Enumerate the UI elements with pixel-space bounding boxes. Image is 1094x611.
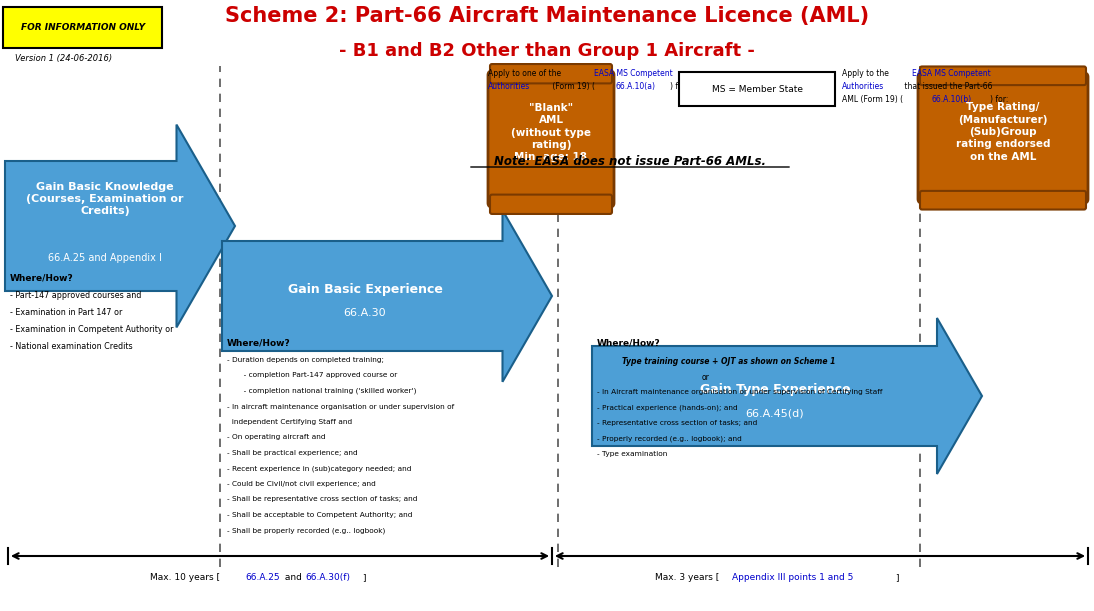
Polygon shape [5, 125, 235, 327]
FancyBboxPatch shape [920, 191, 1086, 210]
Text: 66.A.45(d): 66.A.45(d) [746, 408, 804, 418]
Text: AML (Form 19) (: AML (Form 19) ( [842, 95, 904, 104]
FancyBboxPatch shape [918, 73, 1089, 203]
FancyBboxPatch shape [490, 64, 612, 83]
Text: - Representative cross section of tasks; and: - Representative cross section of tasks;… [597, 420, 757, 426]
Text: that issued the Part-66: that issued the Part-66 [901, 82, 992, 91]
Text: FOR INFORMATION ONLY: FOR INFORMATION ONLY [21, 23, 146, 32]
Polygon shape [222, 210, 552, 382]
Text: Apply to the: Apply to the [842, 69, 892, 78]
Text: or: or [702, 373, 710, 382]
Text: Where/How?: Where/How? [10, 273, 73, 282]
FancyBboxPatch shape [920, 67, 1086, 85]
Text: 66.A.30(f): 66.A.30(f) [305, 573, 350, 582]
Text: Type Rating/
(Manufacturer)
(Sub)Group
rating endorsed
on the AML: Type Rating/ (Manufacturer) (Sub)Group r… [956, 102, 1050, 162]
Text: Gain Basic Experience: Gain Basic Experience [288, 282, 442, 296]
Text: Where/How?: Where/How? [226, 339, 291, 348]
Text: - Type examination: - Type examination [597, 451, 667, 457]
Text: Authorities: Authorities [488, 82, 531, 91]
Text: 66.A.25 and Appendix I: 66.A.25 and Appendix I [48, 253, 162, 263]
Text: Scheme 2: Part-66 Aircraft Maintenance Licence (AML): Scheme 2: Part-66 Aircraft Maintenance L… [225, 6, 869, 26]
FancyBboxPatch shape [679, 72, 835, 106]
Text: 66.A.25: 66.A.25 [245, 573, 280, 582]
Text: - Practical experience (hands-on); and: - Practical experience (hands-on); and [597, 404, 737, 411]
Text: ) for:: ) for: [670, 82, 688, 91]
Text: Appendix III points 1 and 5: Appendix III points 1 and 5 [732, 573, 853, 582]
Text: Apply to one of the: Apply to one of the [488, 69, 563, 78]
Text: and: and [282, 573, 305, 582]
Text: - In Aircraft maintenance organisation or under supervision of Certifying Staff: - In Aircraft maintenance organisation o… [597, 389, 883, 395]
Text: - Could be Civil/not civil experience; and: - Could be Civil/not civil experience; a… [226, 481, 375, 487]
Text: - B1 and B2 Other than Group 1 Aircraft -: - B1 and B2 Other than Group 1 Aircraft … [339, 42, 755, 60]
Text: - Shall be representative cross section of tasks; and: - Shall be representative cross section … [226, 497, 418, 502]
Text: "Blank"
AML
(without type
rating)
Min. age: 18: "Blank" AML (without type rating) Min. a… [511, 103, 591, 163]
Text: - National examination Credits: - National examination Credits [10, 342, 132, 351]
Text: - completion national training ('skilled worker'): - completion national training ('skilled… [226, 388, 417, 395]
Text: - Duration depends on completed training;: - Duration depends on completed training… [226, 357, 384, 363]
Text: Max. 3 years [: Max. 3 years [ [655, 573, 719, 582]
Text: - Shall be practical experience; and: - Shall be practical experience; and [226, 450, 358, 456]
Text: - Properly recorded (e.g.. logbook); and: - Properly recorded (e.g.. logbook); and [597, 436, 742, 442]
Text: - Shall be acceptable to Competent Authority; and: - Shall be acceptable to Competent Autho… [226, 512, 412, 518]
Text: Max. 10 years [: Max. 10 years [ [150, 573, 220, 582]
Text: EASA MS Competent: EASA MS Competent [912, 69, 991, 78]
Text: - Recent experience in (sub)category needed; and: - Recent experience in (sub)category nee… [226, 466, 411, 472]
Text: EASA MS Competent: EASA MS Competent [594, 69, 673, 78]
Text: (Form 19) (: (Form 19) ( [550, 82, 595, 91]
Text: - Examination in Part 147 or: - Examination in Part 147 or [10, 308, 123, 317]
FancyBboxPatch shape [490, 194, 612, 214]
Text: - Part-147 approved courses and: - Part-147 approved courses and [10, 291, 141, 300]
Text: independent Certifying Staff and: independent Certifying Staff and [226, 419, 352, 425]
Text: - In aircraft maintenance organisation or under supervision of: - In aircraft maintenance organisation o… [226, 403, 454, 409]
FancyBboxPatch shape [488, 71, 614, 207]
Text: - Shall be properly recorded (e.g.. logbook): - Shall be properly recorded (e.g.. logb… [226, 527, 385, 534]
Text: ]: ] [362, 573, 365, 582]
Text: MS = Member State: MS = Member State [711, 84, 803, 93]
Text: - On operating aircraft and: - On operating aircraft and [226, 434, 326, 441]
Text: 66.A.10(b): 66.A.10(b) [932, 95, 973, 104]
Text: ]: ] [895, 573, 898, 582]
Text: Where/How?: Where/How? [597, 339, 661, 348]
FancyBboxPatch shape [3, 7, 162, 48]
Text: Note: EASA does not issue Part-66 AMLs.: Note: EASA does not issue Part-66 AMLs. [494, 155, 766, 167]
Text: Gain Type Experience: Gain Type Experience [700, 382, 850, 395]
Text: 66.A.10(a): 66.A.10(a) [615, 82, 655, 91]
Text: 66.A.30: 66.A.30 [344, 308, 386, 318]
Text: Type training course + OJT as shown on Scheme 1: Type training course + OJT as shown on S… [622, 357, 836, 366]
Polygon shape [592, 318, 982, 474]
Text: ) for:: ) for: [990, 95, 1009, 104]
Text: - completion Part-147 approved course or: - completion Part-147 approved course or [226, 373, 397, 378]
Text: Authorities: Authorities [842, 82, 884, 91]
Text: Version 1 (24-06-2016): Version 1 (24-06-2016) [15, 54, 112, 63]
Text: Gain Basic Knowledge
(Courses, Examination or
Credits): Gain Basic Knowledge (Courses, Examinati… [26, 183, 184, 216]
Text: - Examination in Competent Authority or: - Examination in Competent Authority or [10, 325, 174, 334]
